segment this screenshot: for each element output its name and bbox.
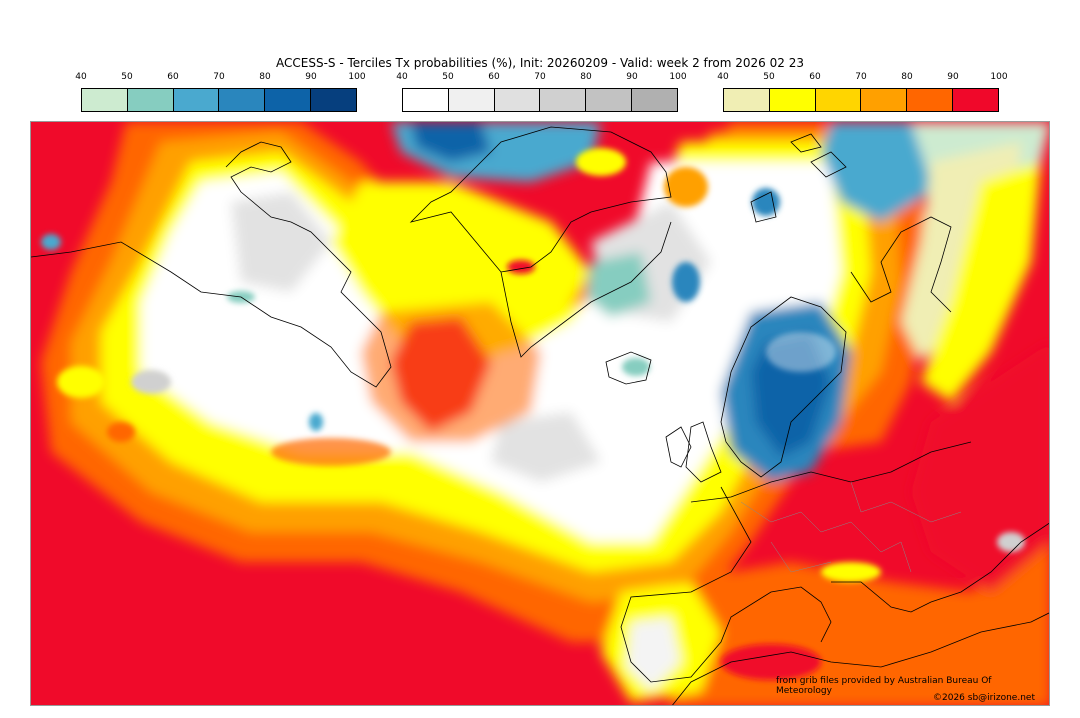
legend-swatch xyxy=(540,89,587,111)
legend-tick-label: 90 xyxy=(947,72,959,82)
credit-source: from grib files provided by Australian B… xyxy=(776,676,992,696)
legend-swatch xyxy=(632,89,677,111)
field-detail-patches xyxy=(41,148,1025,680)
legend-tick-label: 100 xyxy=(990,72,1008,82)
probability-map: from grib files provided by Australian B… xyxy=(30,121,1050,706)
legend-tick-label: 50 xyxy=(442,72,454,82)
coastline-africa xyxy=(672,612,1049,705)
legend-tick-label: 70 xyxy=(213,72,225,82)
legend-tick-label: 90 xyxy=(305,72,317,82)
coastline-north-america xyxy=(31,141,392,388)
legend-tick-label: 60 xyxy=(488,72,500,82)
coastline-scandinavia xyxy=(720,296,847,478)
coastline-iceland xyxy=(605,351,652,385)
field-yellow-band-east xyxy=(921,162,1041,402)
coastlines xyxy=(31,126,1049,705)
coastline-british-isles xyxy=(665,421,722,483)
legend-above-normal: 40 50 60 70 80 90 100 xyxy=(708,72,1008,116)
legend-swatch xyxy=(815,89,862,111)
legend-near-normal: 40 50 60 70 80 90 100 xyxy=(387,72,687,116)
legend-tick-label: 40 xyxy=(396,72,408,82)
legend-tick-label: 70 xyxy=(855,72,867,82)
borders xyxy=(740,481,962,573)
legend-tick-label: 60 xyxy=(167,72,179,82)
legend-tick-label: 60 xyxy=(809,72,821,82)
legend-tick-label: 80 xyxy=(580,72,592,82)
field-red-east-europe xyxy=(911,343,1049,592)
coastline-arctic-islands xyxy=(750,133,847,223)
legend-tick-label: 80 xyxy=(901,72,913,82)
legend-tick-label: 100 xyxy=(669,72,687,82)
legend-tick-label: 80 xyxy=(259,72,271,82)
legend-below-normal: 40 50 60 70 80 90 100 xyxy=(66,72,366,116)
legend-colorbar xyxy=(81,88,357,112)
field-darkblue-arctic xyxy=(411,122,491,162)
coastline-greenland xyxy=(409,126,672,358)
legend-swatch xyxy=(219,89,266,111)
legend-swatch xyxy=(173,89,220,111)
field-blue-arctic xyxy=(391,122,951,222)
legend-tick-label: 70 xyxy=(534,72,546,82)
coastline-europe xyxy=(620,441,1049,683)
legend-swatch xyxy=(82,89,128,111)
border-lines xyxy=(740,481,962,573)
legend-swatch xyxy=(403,89,449,111)
probability-field xyxy=(41,122,1049,705)
legend-tick-label: 90 xyxy=(626,72,638,82)
field-orange-greenland-sea xyxy=(361,302,541,442)
legend-swatch xyxy=(494,89,541,111)
legend-tick-label: 50 xyxy=(763,72,775,82)
legend-swatch xyxy=(311,89,356,111)
legend-colorbar xyxy=(402,88,678,112)
legend-swatch xyxy=(127,89,174,111)
legend-tick-label: 50 xyxy=(121,72,133,82)
legend-colorbar xyxy=(723,88,999,112)
field-grey-patches xyxy=(231,192,711,482)
legend-swatch xyxy=(265,89,312,111)
legend-swatch xyxy=(724,89,770,111)
field-white-iberia xyxy=(626,617,681,692)
legend-swatch xyxy=(953,89,998,111)
chart-title: ACCESS-S - Terciles Tx probabilities (%)… xyxy=(276,56,804,70)
field-teal-greenland-east xyxy=(586,252,651,317)
coastline-russia xyxy=(850,216,952,313)
legend-tick-label: 40 xyxy=(75,72,87,82)
legend-tick-label: 40 xyxy=(717,72,729,82)
legend-swatch xyxy=(769,89,816,111)
legend-swatch xyxy=(861,89,908,111)
legend-swatch xyxy=(586,89,633,111)
legend-tick-label: 100 xyxy=(348,72,366,82)
credit-copyright: ©2026 sb@irizone.net xyxy=(933,693,1035,703)
legend-swatch xyxy=(907,89,954,111)
map-svg xyxy=(31,122,1049,705)
legend-swatch xyxy=(448,89,495,111)
